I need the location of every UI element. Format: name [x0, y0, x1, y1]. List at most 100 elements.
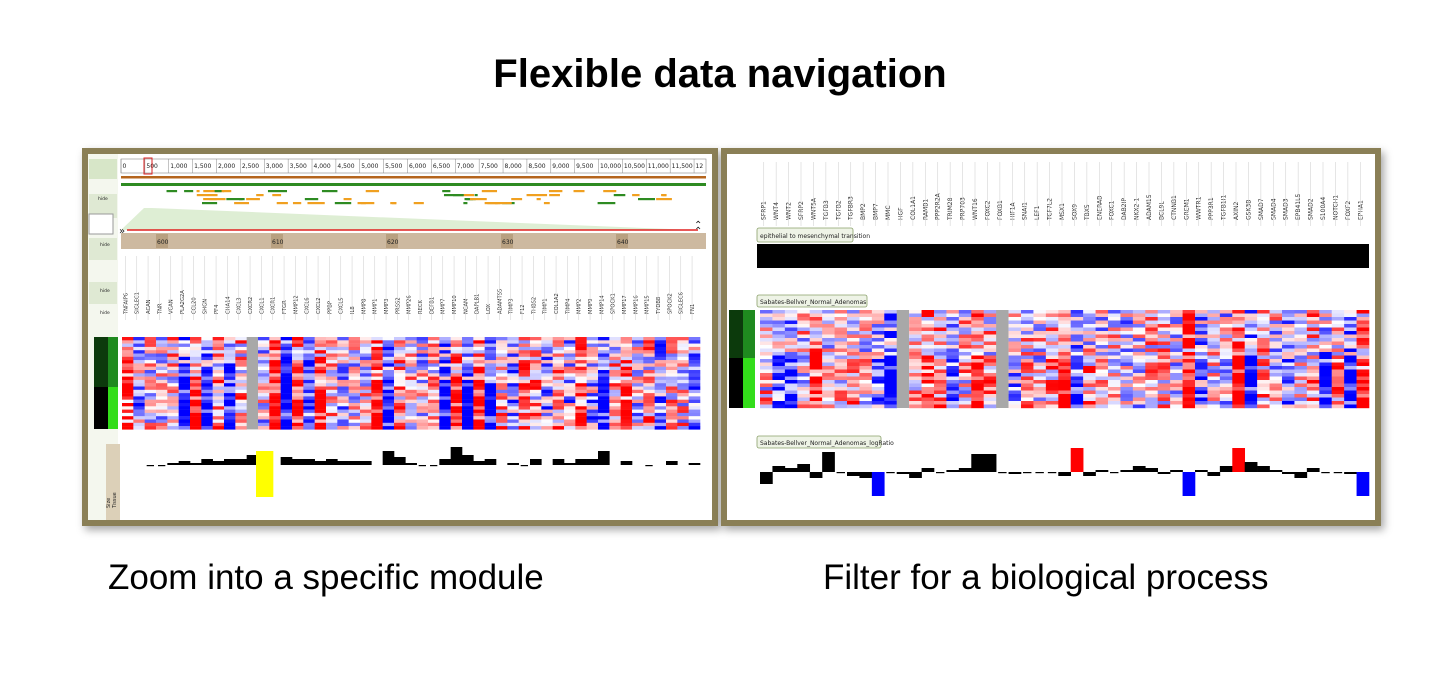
heatmap-cell: [496, 383, 508, 387]
size-bar: [190, 463, 202, 465]
gene-label: FOXF2: [1345, 201, 1352, 220]
heatmap-cell: [1195, 310, 1208, 314]
heatmap-cell: [643, 363, 655, 367]
heatmap-cell: [1219, 338, 1233, 342]
feature-segment: [272, 194, 282, 197]
heatmap-cell: [958, 387, 972, 391]
heatmap-cell: [871, 313, 885, 318]
heatmap-cell: [1045, 355, 1059, 360]
heatmap-cell: [303, 356, 315, 361]
heatmap-cell: [235, 383, 247, 387]
heatmap-cell: [1095, 355, 1109, 360]
heatmap-cell: [314, 399, 327, 404]
heatmap-cell: [416, 343, 429, 348]
heatmap-cell: [859, 380, 873, 384]
heatmap-cell: [809, 334, 823, 339]
heatmap-cell: [314, 356, 327, 361]
heatmap-cell: [871, 327, 885, 332]
heatmap-cell: [859, 362, 873, 367]
heatmap-cell: [1232, 338, 1246, 342]
heatmap-cell: [654, 356, 667, 361]
heatmap-cell: [1257, 338, 1270, 342]
heatmap-cell: [1157, 380, 1171, 384]
heatmap-cell: [871, 324, 885, 328]
heatmap-cell: [530, 426, 542, 430]
heatmap-cell: [921, 404, 935, 409]
heatmap-cell: [772, 359, 786, 363]
heatmap-cell: [760, 338, 773, 342]
heatmap-cell: [797, 387, 811, 391]
heatmap-cell: [292, 393, 304, 397]
heatmap-cell: [1170, 341, 1183, 346]
heatmap-cell: [428, 422, 440, 427]
heatmap-cell: [1120, 334, 1134, 339]
heatmap-cell: [632, 383, 644, 387]
heatmap-cell: [144, 356, 157, 361]
heatmap-cell: [921, 341, 935, 346]
heatmap-cell: [190, 343, 202, 348]
heatmap-cell: [167, 360, 179, 364]
heatmap-cell: [822, 383, 835, 388]
heatmap-cell: [1294, 317, 1308, 321]
heatmap-cell: [871, 355, 885, 360]
heatmap-cell: [688, 343, 701, 348]
heatmap-cell: [360, 406, 372, 410]
heatmap-cell: [1232, 313, 1246, 318]
heatmap-cell: [1083, 345, 1096, 349]
heatmap-cell: [632, 422, 644, 427]
heatmap-cell: [834, 355, 848, 360]
heatmap-cell: [382, 422, 395, 427]
heatmap-cell: [688, 393, 701, 397]
heatmap-cell: [224, 370, 236, 374]
heatmap-cell: [909, 387, 922, 391]
size-track-label: Size: [106, 498, 112, 508]
heatmap-cell: [144, 396, 157, 400]
heatmap-cell: [1083, 352, 1096, 356]
heatmap-cell: [416, 376, 429, 381]
heatmap-cell: [1282, 355, 1295, 360]
heatmap-cell: [1244, 369, 1258, 374]
heatmap-cell: [133, 379, 145, 384]
heatmap-cell: [462, 416, 474, 420]
heatmap-cell: [201, 396, 213, 400]
sidebar-block: [89, 282, 117, 304]
size-bar: [212, 461, 225, 465]
heatmap-cell: [677, 366, 689, 371]
heatmap-cell: [847, 334, 860, 339]
heatmap-cell: [428, 363, 440, 367]
heatmap-cell: [450, 346, 463, 351]
heatmap-cell: [212, 360, 225, 364]
heatmap-cell: [921, 359, 935, 363]
heatmap-cell: [946, 352, 960, 356]
heatmap-cell: [921, 387, 935, 391]
heatmap-cell: [541, 370, 553, 374]
heatmap-cell: [382, 396, 395, 400]
heatmap-cell: [439, 337, 451, 341]
heatmap-cell: [428, 389, 440, 394]
heatmap-cell: [632, 356, 644, 361]
heatmap-cell: [1207, 359, 1221, 363]
heatmap-cell: [1008, 397, 1022, 402]
heatmap-cell: [784, 310, 798, 314]
gene-label: ADAMTS5: [497, 289, 503, 314]
heatmap-cell: [797, 327, 811, 332]
heatmap-cell: [303, 409, 315, 414]
heatmap-cell: [871, 390, 885, 395]
heatmap-cell: [946, 327, 960, 332]
heatmap-cell: [834, 352, 848, 356]
heatmap-cell: [564, 383, 576, 387]
heatmap-cell: [1207, 387, 1221, 391]
heatmap-cell: [632, 350, 644, 354]
heatmap-cell: [348, 383, 361, 387]
heatmap-cell: [1033, 313, 1047, 318]
heatmap-cell: [1021, 320, 1034, 325]
heatmap-cell: [871, 366, 885, 370]
heatmap-cell: [1120, 338, 1134, 342]
heatmap-cell: [847, 313, 860, 318]
heatmap-cell: [371, 346, 383, 351]
heatmap-cell: [575, 403, 587, 407]
heatmap-cell: [1195, 327, 1208, 332]
heatmap-cell: [394, 376, 406, 381]
heatmap-cell: [859, 369, 873, 374]
heatmap-cell: [946, 313, 960, 318]
